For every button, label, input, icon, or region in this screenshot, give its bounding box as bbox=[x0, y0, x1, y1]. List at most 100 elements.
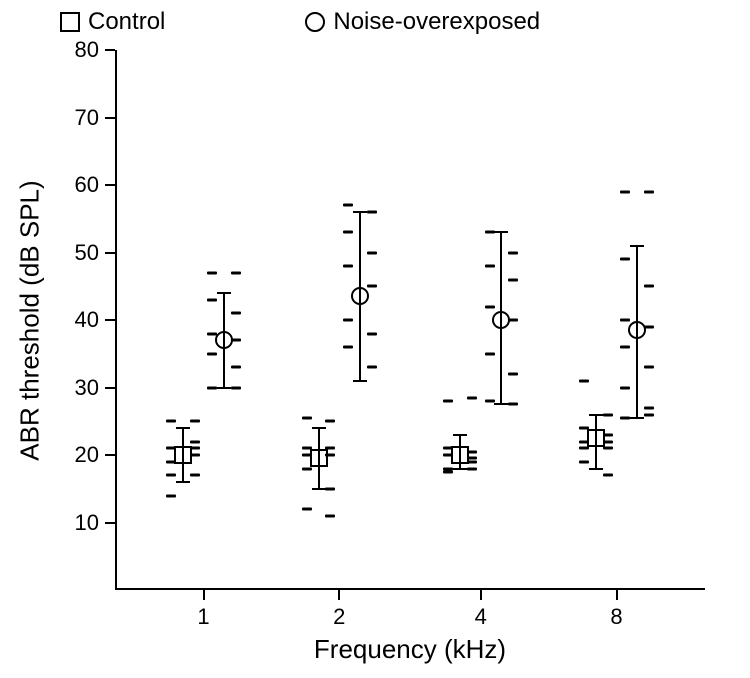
mean-marker-circle bbox=[351, 287, 369, 305]
data-point bbox=[190, 420, 200, 423]
data-point bbox=[579, 460, 589, 463]
mean-marker-square bbox=[451, 446, 469, 464]
y-tick-label: 50 bbox=[49, 240, 99, 266]
error-cap-bottom bbox=[353, 380, 367, 382]
data-point bbox=[367, 251, 377, 254]
error-cap-top bbox=[589, 414, 603, 416]
error-cap-top bbox=[176, 427, 190, 429]
data-point bbox=[302, 467, 312, 470]
data-point bbox=[302, 416, 312, 419]
y-tick bbox=[105, 184, 115, 186]
mean-marker-square bbox=[174, 446, 192, 464]
data-point bbox=[343, 265, 353, 268]
data-point bbox=[508, 403, 518, 406]
error-cap-top bbox=[453, 434, 467, 436]
error-cap-top bbox=[353, 211, 367, 213]
data-point bbox=[367, 285, 377, 288]
data-point bbox=[443, 470, 453, 473]
data-point bbox=[467, 467, 477, 470]
chart-container: Control Noise-overexposed 102030405060708… bbox=[0, 0, 750, 678]
data-point bbox=[325, 420, 335, 423]
error-cap-bottom bbox=[312, 488, 326, 490]
data-point bbox=[231, 386, 241, 389]
data-point bbox=[620, 190, 630, 193]
y-tick bbox=[105, 49, 115, 51]
error-cap-top bbox=[494, 231, 508, 233]
y-tick-label: 40 bbox=[49, 307, 99, 333]
data-point bbox=[325, 514, 335, 517]
data-point bbox=[603, 474, 613, 477]
y-tick bbox=[105, 319, 115, 321]
data-point bbox=[367, 211, 377, 214]
mean-marker-circle bbox=[628, 321, 646, 339]
data-point bbox=[485, 400, 495, 403]
data-point bbox=[443, 400, 453, 403]
data-point bbox=[485, 352, 495, 355]
mean-marker-square bbox=[587, 429, 605, 447]
error-cap-bottom bbox=[176, 481, 190, 483]
data-point bbox=[166, 420, 176, 423]
data-point bbox=[620, 319, 630, 322]
error-cap-top bbox=[217, 292, 231, 294]
data-point bbox=[207, 386, 217, 389]
y-tick bbox=[105, 252, 115, 254]
data-point bbox=[644, 366, 654, 369]
y-tick bbox=[105, 454, 115, 456]
data-point bbox=[231, 366, 241, 369]
plot-area: 10203040506070801248 bbox=[115, 50, 705, 590]
legend-label: Control bbox=[88, 8, 165, 36]
data-point bbox=[190, 440, 200, 443]
legend-item: Control bbox=[60, 8, 165, 36]
data-point bbox=[207, 352, 217, 355]
y-tick-label: 60 bbox=[49, 172, 99, 198]
legend: Control Noise-overexposed bbox=[0, 8, 750, 36]
y-tick bbox=[105, 117, 115, 119]
y-tick-label: 80 bbox=[49, 37, 99, 63]
y-tick-label: 30 bbox=[49, 375, 99, 401]
data-point bbox=[343, 231, 353, 234]
data-point bbox=[579, 447, 589, 450]
data-point bbox=[620, 416, 630, 419]
data-point bbox=[231, 312, 241, 315]
data-point bbox=[367, 366, 377, 369]
legend-label: Noise-overexposed bbox=[333, 8, 540, 36]
data-point bbox=[644, 190, 654, 193]
y-axis-line bbox=[115, 50, 117, 590]
y-tick-label: 20 bbox=[49, 442, 99, 468]
data-point bbox=[325, 487, 335, 490]
y-axis-title: ABR threshold (dB SPL) bbox=[15, 51, 46, 591]
data-point bbox=[603, 413, 613, 416]
data-point bbox=[207, 271, 217, 274]
error-cap-top bbox=[630, 245, 644, 247]
error-cap-bottom bbox=[494, 403, 508, 405]
mean-marker-circle bbox=[492, 311, 510, 329]
square-marker-icon bbox=[60, 12, 80, 32]
x-tick bbox=[480, 590, 482, 600]
data-point bbox=[207, 298, 217, 301]
data-point bbox=[508, 373, 518, 376]
data-point bbox=[644, 406, 654, 409]
data-point bbox=[166, 474, 176, 477]
data-point bbox=[644, 285, 654, 288]
x-tick-label: 4 bbox=[475, 604, 487, 630]
data-point bbox=[603, 447, 613, 450]
circle-marker-icon bbox=[305, 12, 325, 32]
y-tick-label: 70 bbox=[49, 105, 99, 131]
data-point bbox=[166, 494, 176, 497]
data-point bbox=[485, 305, 495, 308]
data-point bbox=[302, 508, 312, 511]
data-point bbox=[343, 204, 353, 207]
error-cap-top bbox=[312, 427, 326, 429]
legend-item: Noise-overexposed bbox=[305, 8, 540, 36]
data-point bbox=[343, 346, 353, 349]
data-point bbox=[367, 332, 377, 335]
mean-marker-square bbox=[310, 449, 328, 467]
data-point bbox=[620, 258, 630, 261]
data-point bbox=[485, 231, 495, 234]
x-tick bbox=[203, 590, 205, 600]
y-tick bbox=[105, 387, 115, 389]
x-axis-title: Frequency (kHz) bbox=[115, 634, 705, 665]
data-point bbox=[190, 474, 200, 477]
data-point bbox=[620, 386, 630, 389]
x-tick-label: 8 bbox=[610, 604, 622, 630]
